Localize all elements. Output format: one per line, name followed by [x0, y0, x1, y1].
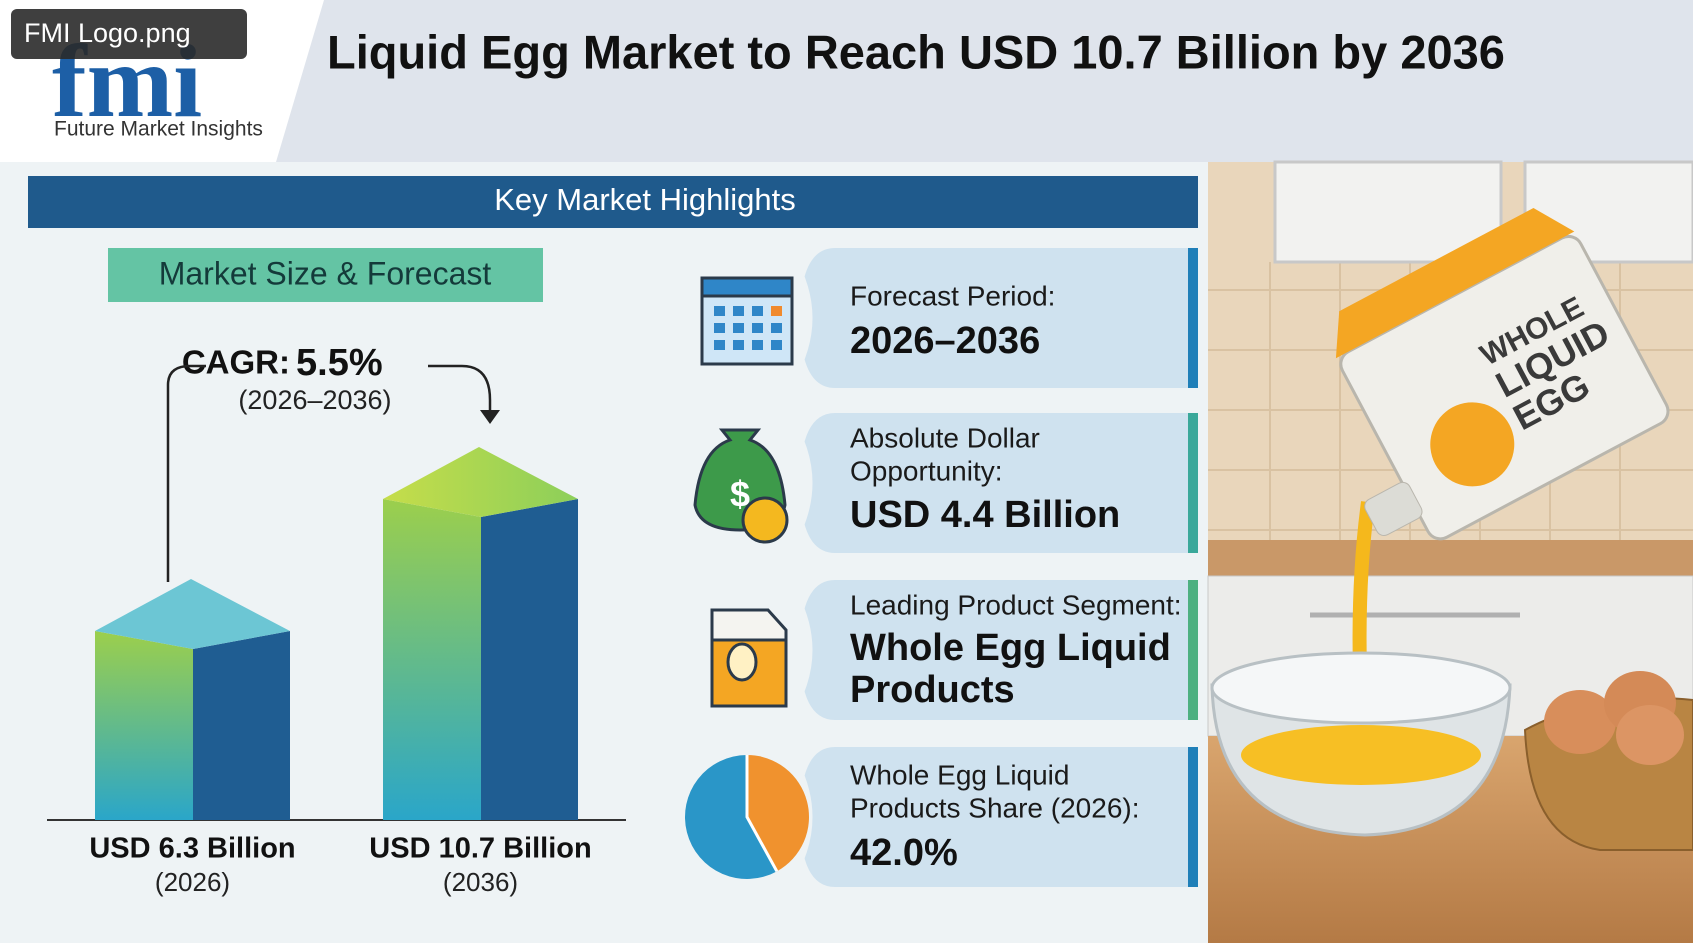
liquid-egg [1241, 725, 1481, 785]
bar-year: (2026) [155, 867, 230, 897]
card [800, 248, 1188, 388]
tooltip-text: FMI Logo.png [24, 18, 191, 48]
bar-label: USD 6.3 Billion [89, 833, 295, 865]
bar-top [95, 579, 290, 649]
bracket-left [166, 364, 206, 582]
egg [1616, 705, 1684, 765]
section-heading: Market Size & Forecast [159, 255, 492, 291]
cagr-label: CAGR: [182, 344, 290, 381]
pie-rest [684, 755, 777, 879]
bar-front [383, 499, 481, 820]
bar-top [383, 447, 578, 517]
icon [771, 323, 782, 333]
highlight-label: Leading Product Segment: [850, 589, 1182, 620]
icon [752, 323, 763, 333]
card [800, 580, 1188, 720]
icon: $ [730, 474, 750, 515]
highlight-value: USD 4.4 Billion [850, 494, 1120, 536]
icon [752, 306, 763, 316]
page-title: Liquid Egg Market to Reach USD 10.7 Bill… [327, 25, 1505, 78]
carton: WHOLE LIQUID EGG [1335, 207, 1670, 541]
icon [733, 306, 744, 316]
highlight-value: Whole Egg Liquid [850, 627, 1171, 669]
highlight-label: Products Share (2026): [850, 792, 1140, 823]
photo: WHOLE LIQUID EGG [1207, 160, 1693, 943]
icon [771, 306, 782, 316]
logo-caption: Future Market Insights [54, 118, 263, 141]
section-heading-bg [108, 248, 543, 302]
card-notch [790, 580, 813, 720]
icon [714, 340, 725, 350]
egg [1544, 690, 1616, 754]
highlight-label: Forecast Period: [850, 280, 1055, 311]
pie-divider [745, 755, 779, 873]
banner [28, 176, 1198, 228]
icon [726, 642, 758, 682]
bar-side [481, 499, 578, 820]
highlight-label: Whole Egg Liquid [850, 759, 1069, 790]
arrow-head [480, 410, 500, 424]
tooltip [11, 9, 247, 59]
card-strip [1188, 747, 1198, 887]
highlight-label: Absolute Dollar [850, 422, 1040, 453]
card-strip [1188, 413, 1198, 553]
icon [733, 340, 744, 350]
card-strip [1188, 248, 1198, 388]
card-strip [1188, 580, 1198, 720]
card [800, 747, 1188, 887]
icon [733, 323, 744, 333]
banner-text: Key Market Highlights [494, 182, 796, 217]
back-counter [1208, 540, 1693, 576]
bar-front [95, 631, 193, 820]
bar-label: USD 10.7 Billion [369, 833, 591, 865]
highlight-value: 42.0% [850, 832, 958, 874]
highlight-label: Opportunity: [850, 455, 1003, 486]
icon [771, 340, 782, 350]
icon [714, 323, 725, 333]
highlight-value: Products [850, 669, 1015, 711]
icon [752, 340, 763, 350]
cagr-value: 5.5% [296, 342, 383, 384]
icon [700, 276, 794, 298]
bracket-right [428, 364, 492, 418]
highlight-value: 2026–2036 [850, 320, 1040, 362]
card-notch [790, 413, 813, 553]
bar-year: (2036) [443, 867, 518, 897]
card-notch [790, 248, 813, 388]
cagr-period: (2026–2036) [238, 385, 391, 415]
icon [741, 496, 789, 544]
icon [714, 306, 725, 316]
card [800, 413, 1188, 553]
bar-side [193, 631, 290, 820]
